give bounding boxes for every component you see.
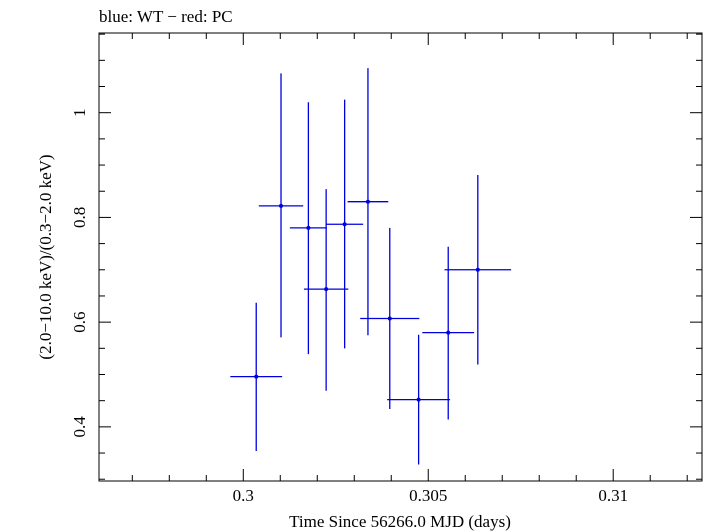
y-axis-label: (2.0−10.0 keV)/(0.3−2.0 keV): [36, 154, 55, 359]
point-marker: [324, 287, 329, 292]
data-point: [347, 68, 389, 336]
point-marker: [279, 203, 284, 208]
x-tick-label: 0.305: [409, 486, 447, 505]
data-marks: [230, 68, 512, 465]
data-point: [360, 227, 420, 410]
point-marker: [254, 374, 259, 379]
data-point: [303, 189, 349, 391]
data-point: [422, 246, 475, 420]
point-marker: [475, 267, 480, 272]
data-point: [258, 73, 304, 338]
data-point: [387, 334, 451, 465]
x-axis-label: Time Since 56266.0 MJD (days): [289, 512, 511, 531]
point-marker: [387, 316, 392, 321]
data-point: [444, 175, 512, 365]
data-point: [289, 102, 327, 355]
point-marker: [365, 199, 370, 204]
y-tick-label: 0.8: [70, 207, 89, 228]
data-point: [326, 99, 364, 349]
y-tick-label: 0.6: [70, 312, 89, 333]
x-tick-label: 0.31: [598, 486, 628, 505]
y-tick-label: 0.4: [70, 416, 89, 438]
plot-frame: [98, 32, 703, 482]
chart-title: blue: WT − red: PC: [99, 7, 233, 26]
x-tick-label: 0.3: [233, 486, 254, 505]
data-point: [230, 302, 283, 451]
y-tick-label: 1: [70, 108, 89, 117]
point-marker: [306, 225, 311, 230]
point-marker: [342, 222, 347, 227]
axis-ticks: 0.3 0.305 0.31 0.4 0.6 0.8 1: [70, 33, 702, 505]
point-marker: [416, 397, 421, 402]
point-marker: [446, 330, 451, 335]
